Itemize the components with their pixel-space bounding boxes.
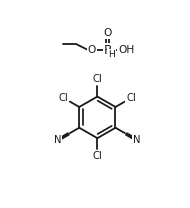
Text: Cl: Cl: [126, 93, 136, 103]
Text: H: H: [108, 50, 115, 59]
Text: N: N: [54, 135, 62, 145]
Text: Cl: Cl: [59, 93, 69, 103]
Text: OH: OH: [118, 45, 134, 55]
Text: N: N: [133, 135, 141, 145]
Text: Cl: Cl: [93, 151, 102, 161]
Text: Cl: Cl: [93, 74, 102, 84]
Text: P: P: [104, 44, 111, 57]
Text: O: O: [88, 45, 96, 55]
Text: O: O: [103, 28, 112, 38]
